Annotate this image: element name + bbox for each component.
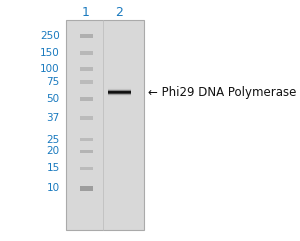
Bar (108, 91, 131, 92)
Text: 50: 50 (47, 94, 60, 104)
Bar (80, 51, 93, 54)
Text: 1: 1 (82, 6, 90, 19)
Bar (108, 87, 131, 88)
Text: 20: 20 (47, 147, 60, 156)
Bar (108, 88, 131, 89)
Bar (108, 93, 131, 94)
Bar (108, 91, 131, 92)
Bar (80, 34, 93, 38)
Bar (108, 95, 131, 96)
Bar (108, 92, 131, 93)
Bar (108, 95, 131, 96)
Bar (108, 89, 131, 90)
Bar (66, 20, 144, 230)
Bar (80, 67, 93, 71)
Text: 15: 15 (46, 163, 60, 173)
Text: 250: 250 (40, 31, 60, 41)
Text: 75: 75 (46, 77, 60, 87)
Bar (108, 85, 131, 86)
Text: 10: 10 (47, 183, 60, 193)
Text: 37: 37 (46, 113, 60, 123)
Bar (108, 86, 131, 87)
Text: 2: 2 (116, 6, 123, 19)
Bar (108, 97, 131, 98)
Bar (108, 92, 131, 93)
Bar (108, 96, 131, 97)
Bar (108, 87, 131, 88)
Text: ← Phi29 DNA Polymerase: ← Phi29 DNA Polymerase (148, 86, 296, 99)
Text: 25: 25 (46, 134, 60, 145)
Bar (80, 167, 93, 170)
Bar (108, 96, 131, 97)
Bar (108, 98, 131, 99)
Bar (108, 85, 131, 86)
Text: 100: 100 (40, 64, 60, 74)
Bar (80, 80, 93, 84)
Bar (80, 186, 93, 191)
Bar (108, 90, 131, 91)
Bar (80, 138, 93, 141)
Bar (108, 93, 131, 94)
Text: 150: 150 (40, 48, 60, 58)
Bar (80, 97, 93, 101)
Bar (108, 88, 131, 89)
Bar (80, 116, 93, 120)
Bar (108, 94, 131, 95)
Bar (108, 94, 131, 95)
Bar (80, 150, 93, 153)
